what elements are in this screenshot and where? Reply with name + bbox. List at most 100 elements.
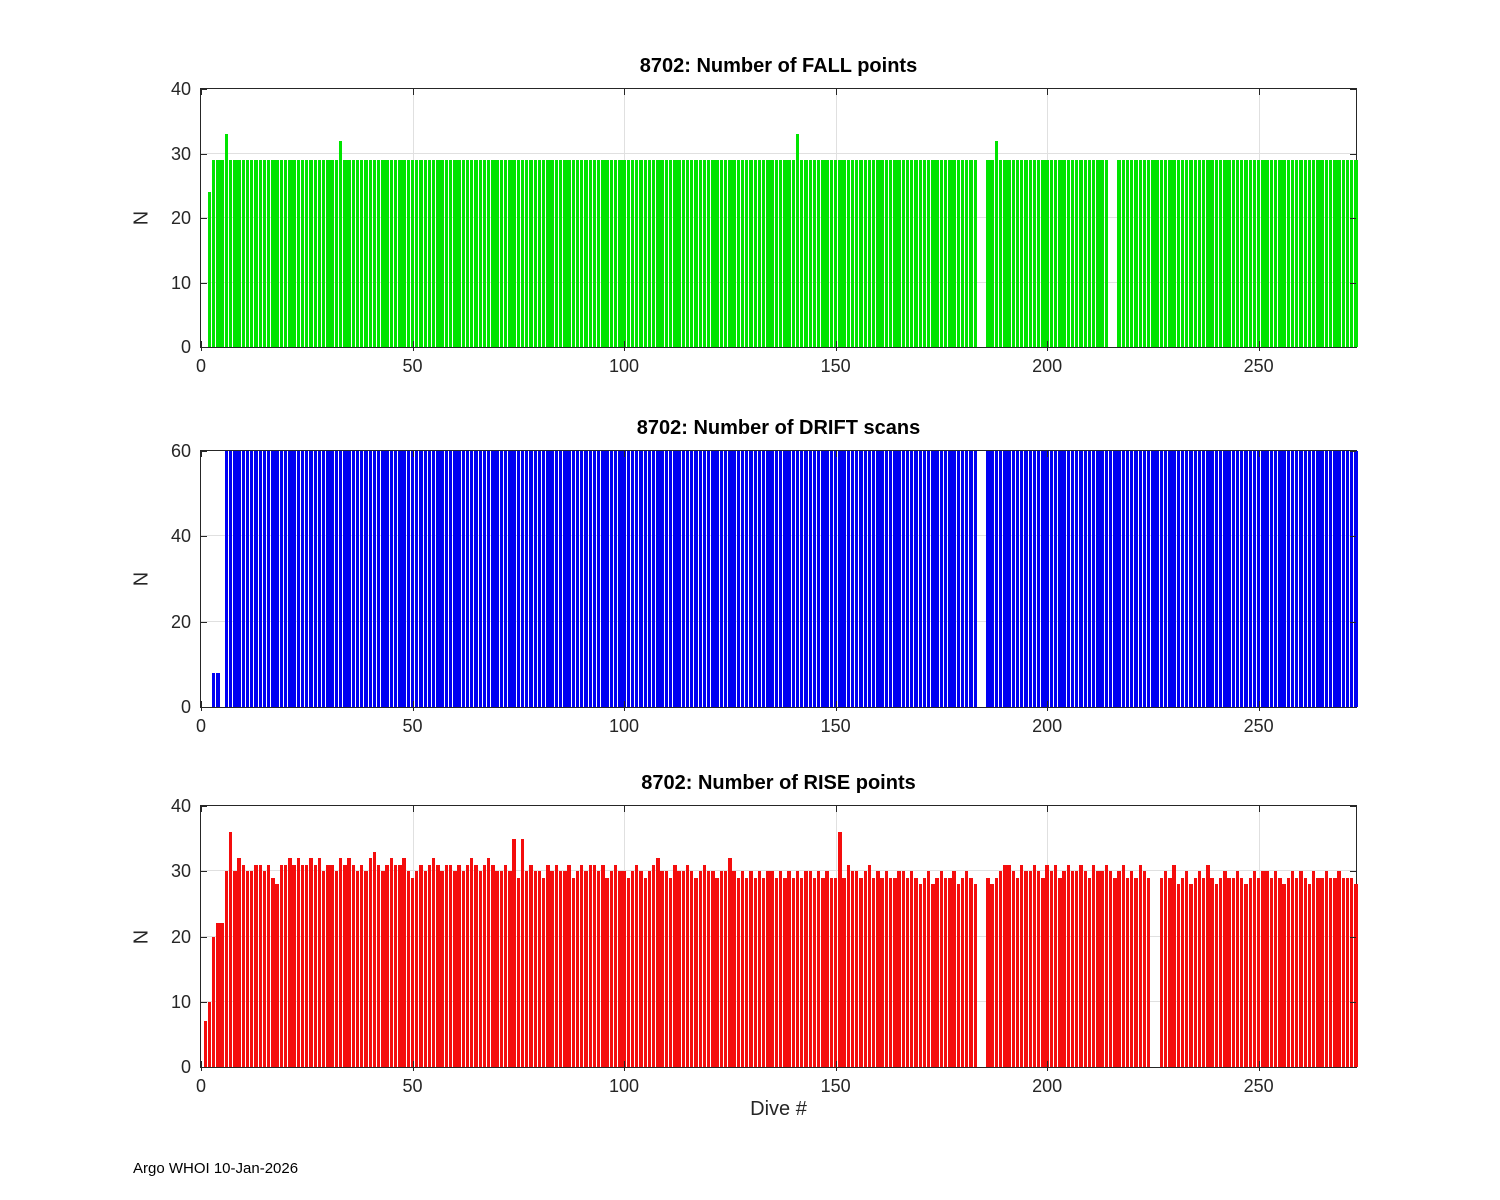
bar <box>1240 877 1244 1067</box>
bar <box>1354 451 1358 707</box>
bar <box>250 871 254 1067</box>
bar <box>931 451 935 707</box>
bar <box>415 159 419 347</box>
x-tick-mark <box>624 1067 626 1071</box>
bar <box>800 877 804 1067</box>
x-axis-label: Dive # <box>750 1098 807 1120</box>
bar <box>931 884 935 1067</box>
x-tick-label: 0 <box>195 1076 206 1096</box>
bar <box>1104 159 1109 347</box>
bar <box>850 159 855 347</box>
bar <box>1189 884 1193 1067</box>
x-tick-mark <box>201 89 202 95</box>
bar <box>410 451 415 707</box>
bar <box>876 871 880 1067</box>
bar <box>355 451 360 707</box>
x-tick-label: 250 <box>1243 356 1274 376</box>
x-tick-mark <box>835 89 837 95</box>
bar <box>1345 159 1350 347</box>
bar <box>271 877 275 1067</box>
bar <box>859 159 863 347</box>
bar <box>681 451 685 707</box>
bar <box>1041 877 1045 1067</box>
bar <box>326 451 330 707</box>
bar <box>601 159 605 347</box>
bar <box>668 159 673 347</box>
bar <box>1320 877 1324 1067</box>
bar <box>546 159 550 347</box>
bar <box>965 451 969 707</box>
bar <box>884 871 889 1067</box>
x-tick-label: 150 <box>820 356 851 376</box>
bar <box>719 451 724 707</box>
bar <box>918 159 922 347</box>
bar <box>1324 159 1329 347</box>
bar <box>732 159 736 347</box>
bar <box>711 159 715 347</box>
bar <box>973 884 977 1067</box>
bar <box>1185 159 1189 347</box>
bar <box>652 159 656 347</box>
bar <box>694 877 698 1067</box>
x-tick-mark <box>412 347 414 351</box>
bar <box>444 864 449 1067</box>
bar <box>1307 451 1312 707</box>
bar <box>1087 159 1092 347</box>
bar <box>1075 871 1079 1067</box>
bar <box>300 159 305 347</box>
bar <box>749 871 753 1067</box>
bar <box>275 451 279 707</box>
bar <box>440 871 444 1067</box>
bar <box>317 858 322 1067</box>
bar <box>1290 451 1295 707</box>
x-tick-mark <box>624 1061 626 1067</box>
bar <box>1134 877 1138 1067</box>
bar <box>474 451 478 707</box>
bar <box>872 159 876 347</box>
bar <box>905 451 910 707</box>
bar <box>1159 159 1164 347</box>
bar <box>419 864 423 1067</box>
bar <box>1193 451 1197 707</box>
bar <box>584 871 588 1067</box>
bar <box>432 451 436 707</box>
bar <box>1130 871 1134 1067</box>
bar <box>1316 451 1320 707</box>
bar <box>804 871 808 1067</box>
bar <box>1070 159 1075 347</box>
bar <box>838 832 842 1067</box>
bar <box>347 451 351 707</box>
bar <box>1079 159 1083 347</box>
bar <box>423 451 427 707</box>
bar <box>698 159 702 347</box>
bar <box>495 871 499 1067</box>
bar <box>233 451 237 707</box>
bar <box>673 451 677 707</box>
bar <box>241 159 245 347</box>
bar <box>1261 871 1265 1067</box>
bar <box>660 451 664 707</box>
bar <box>381 871 385 1067</box>
bar <box>453 871 457 1067</box>
bar <box>372 851 377 1067</box>
bar <box>377 451 381 707</box>
bar <box>1092 864 1096 1067</box>
bar <box>1227 451 1231 707</box>
bar <box>288 858 292 1067</box>
bar <box>723 871 728 1067</box>
horizontal-gridline <box>201 217 1356 218</box>
bar <box>719 871 724 1067</box>
bar <box>973 451 977 707</box>
bar <box>1244 451 1248 707</box>
bar <box>343 159 347 347</box>
bar <box>427 451 432 707</box>
bar <box>313 864 317 1067</box>
x-tick-label: 100 <box>609 716 640 736</box>
bar <box>470 451 474 707</box>
bar <box>1121 864 1125 1067</box>
bar <box>1295 451 1299 707</box>
bar <box>402 858 406 1067</box>
bar <box>482 159 487 347</box>
y-tick-mark <box>1350 806 1356 807</box>
x-tick-mark <box>624 89 626 95</box>
